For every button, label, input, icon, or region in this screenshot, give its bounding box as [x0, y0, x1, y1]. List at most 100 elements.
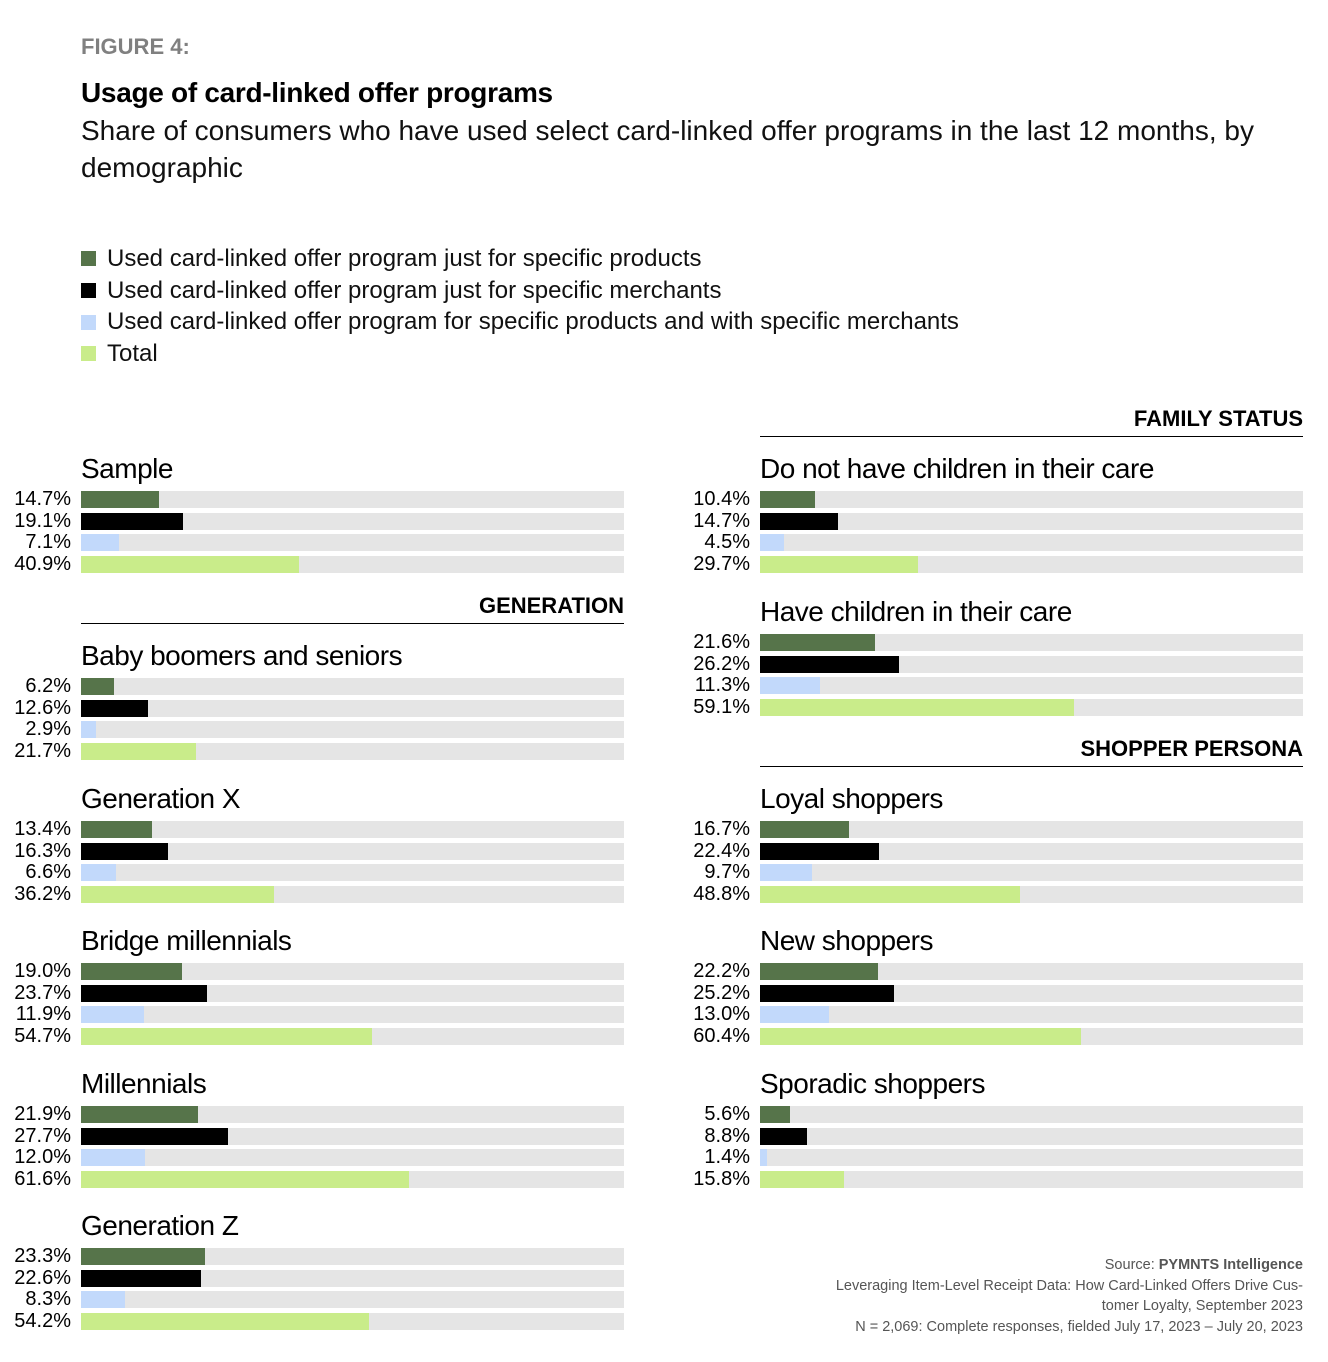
data-label: 54.2% — [14, 1309, 71, 1332]
report-line-2: tomer Loyalty, September 2023 — [1101, 1298, 1303, 1314]
bar — [81, 1269, 202, 1287]
group-label: Baby boomers and seniors — [81, 640, 403, 671]
bar-track — [81, 1127, 624, 1145]
data-label: 2.9% — [25, 718, 71, 740]
bar-row: 19.0% — [0, 960, 624, 982]
data-label: 11.9% — [15, 1003, 71, 1025]
legend-item: Used card-linked offer program just for … — [81, 243, 959, 275]
bar-row: 29.7% — [679, 553, 1303, 575]
bar — [81, 699, 149, 717]
data-label: 19.0% — [14, 960, 71, 982]
bar — [760, 1027, 1082, 1045]
data-label: 6.6% — [25, 861, 71, 883]
bar — [81, 842, 168, 860]
bar-row: 2.9% — [0, 718, 624, 740]
bar-track — [81, 885, 624, 903]
footer: Source: PYMNTS Intelligence Leveraging I… — [743, 1255, 1303, 1337]
data-label: 1.4% — [704, 1146, 750, 1168]
bar-track — [81, 699, 624, 717]
data-label: 60.4% — [693, 1024, 750, 1047]
bar-row: 23.7% — [0, 982, 624, 1004]
section-header: FAMILY STATUS — [760, 406, 1303, 437]
bar-track — [81, 842, 624, 860]
data-label: 27.7% — [14, 1124, 71, 1147]
data-label: 16.7% — [693, 818, 750, 840]
bar-track — [760, 1106, 1303, 1123]
bar-track — [81, 1027, 624, 1045]
bar-track — [760, 1027, 1303, 1045]
bar-row: 59.1% — [679, 695, 1303, 718]
bar-track — [760, 885, 1303, 903]
bar-track — [760, 677, 1303, 694]
bar — [81, 1312, 370, 1330]
bar-group: Have children in their care 21.6% 26.2% 11.… — [679, 596, 1303, 726]
bar — [81, 555, 299, 573]
bar-row: 16.7% — [679, 818, 1303, 840]
bar — [81, 491, 160, 508]
section-header: GENERATION — [81, 593, 624, 624]
bar-row: 12.6% — [0, 696, 624, 719]
group-label: Sample — [81, 453, 173, 484]
group-label: Generation Z — [81, 1210, 239, 1241]
bar — [81, 721, 97, 738]
data-label: 19.1% — [14, 509, 71, 532]
bar-row: 36.2% — [0, 883, 624, 905]
bar — [760, 1006, 830, 1023]
data-label: 21.9% — [14, 1103, 71, 1125]
bar — [760, 963, 879, 980]
legend-label: Used card-linked offer program just for … — [107, 244, 702, 272]
group-label: Bridge millennials — [81, 925, 292, 956]
legend-swatch — [81, 314, 96, 330]
bar-group: Bridge millennials 19.0% 23.7% 11.9% 54.7% — [0, 925, 624, 1055]
bar — [760, 842, 880, 860]
bar-track — [760, 984, 1303, 1002]
section-header: SHOPPER PERSONA — [760, 736, 1303, 767]
bar-track — [81, 1291, 624, 1308]
bar-track — [81, 678, 624, 695]
data-label: 25.2% — [693, 981, 750, 1004]
bar-row: 27.7% — [0, 1124, 624, 1147]
bar-row: 8.3% — [0, 1288, 624, 1310]
bar — [81, 885, 274, 903]
bar — [760, 555, 918, 573]
bar — [760, 634, 875, 651]
bar-group: Generation Z 23.3% 22.6% 8.3% 54.2% — [0, 1210, 624, 1340]
bar-row: 10.4% — [679, 488, 1303, 510]
data-label: 16.3% — [14, 839, 71, 862]
bar — [81, 1170, 409, 1188]
data-label: 12.6% — [14, 696, 71, 719]
bar-row: 7.1% — [0, 531, 624, 553]
data-label: 59.1% — [693, 695, 750, 718]
bar — [760, 984, 895, 1002]
bar-track — [81, 963, 624, 980]
data-label: 40.9% — [14, 552, 71, 575]
group-label: Do not have children in their care — [760, 453, 1154, 484]
bar-row: 14.7% — [0, 488, 624, 510]
data-label: 21.7% — [14, 739, 71, 762]
bar-group: Loyal shoppers 16.7% 22.4% 9.7% 48.8% — [679, 783, 1303, 913]
bar-track — [81, 984, 624, 1002]
bar-track — [81, 721, 624, 738]
chart-title: Usage of card-linked offer programs — [81, 77, 553, 108]
data-label: 8.8% — [704, 1124, 750, 1147]
bar-row: 21.9% — [0, 1103, 624, 1125]
bar-row: 8.8% — [679, 1124, 1303, 1147]
report-line-1: Leveraging Item-Level Receipt Data: How … — [835, 1277, 1303, 1294]
bar-track — [81, 1006, 624, 1023]
data-label: 61.6% — [14, 1167, 71, 1190]
data-label: 21.6% — [693, 631, 750, 653]
bar-row: 21.7% — [0, 739, 624, 762]
bar — [760, 1127, 807, 1145]
legend-label: Used card-linked offer program for speci… — [107, 308, 959, 336]
bar-track — [81, 534, 624, 551]
data-label: 54.7% — [14, 1024, 71, 1047]
bar — [81, 1027, 372, 1045]
bar — [81, 864, 117, 881]
data-label: 8.3% — [25, 1288, 71, 1310]
legend-swatch — [81, 283, 96, 299]
bar-row: 16.3% — [0, 839, 624, 862]
legend-label: Total — [107, 339, 158, 367]
bar-row: 22.2% — [679, 960, 1303, 982]
bar-track — [81, 742, 624, 760]
bar — [81, 1248, 205, 1265]
